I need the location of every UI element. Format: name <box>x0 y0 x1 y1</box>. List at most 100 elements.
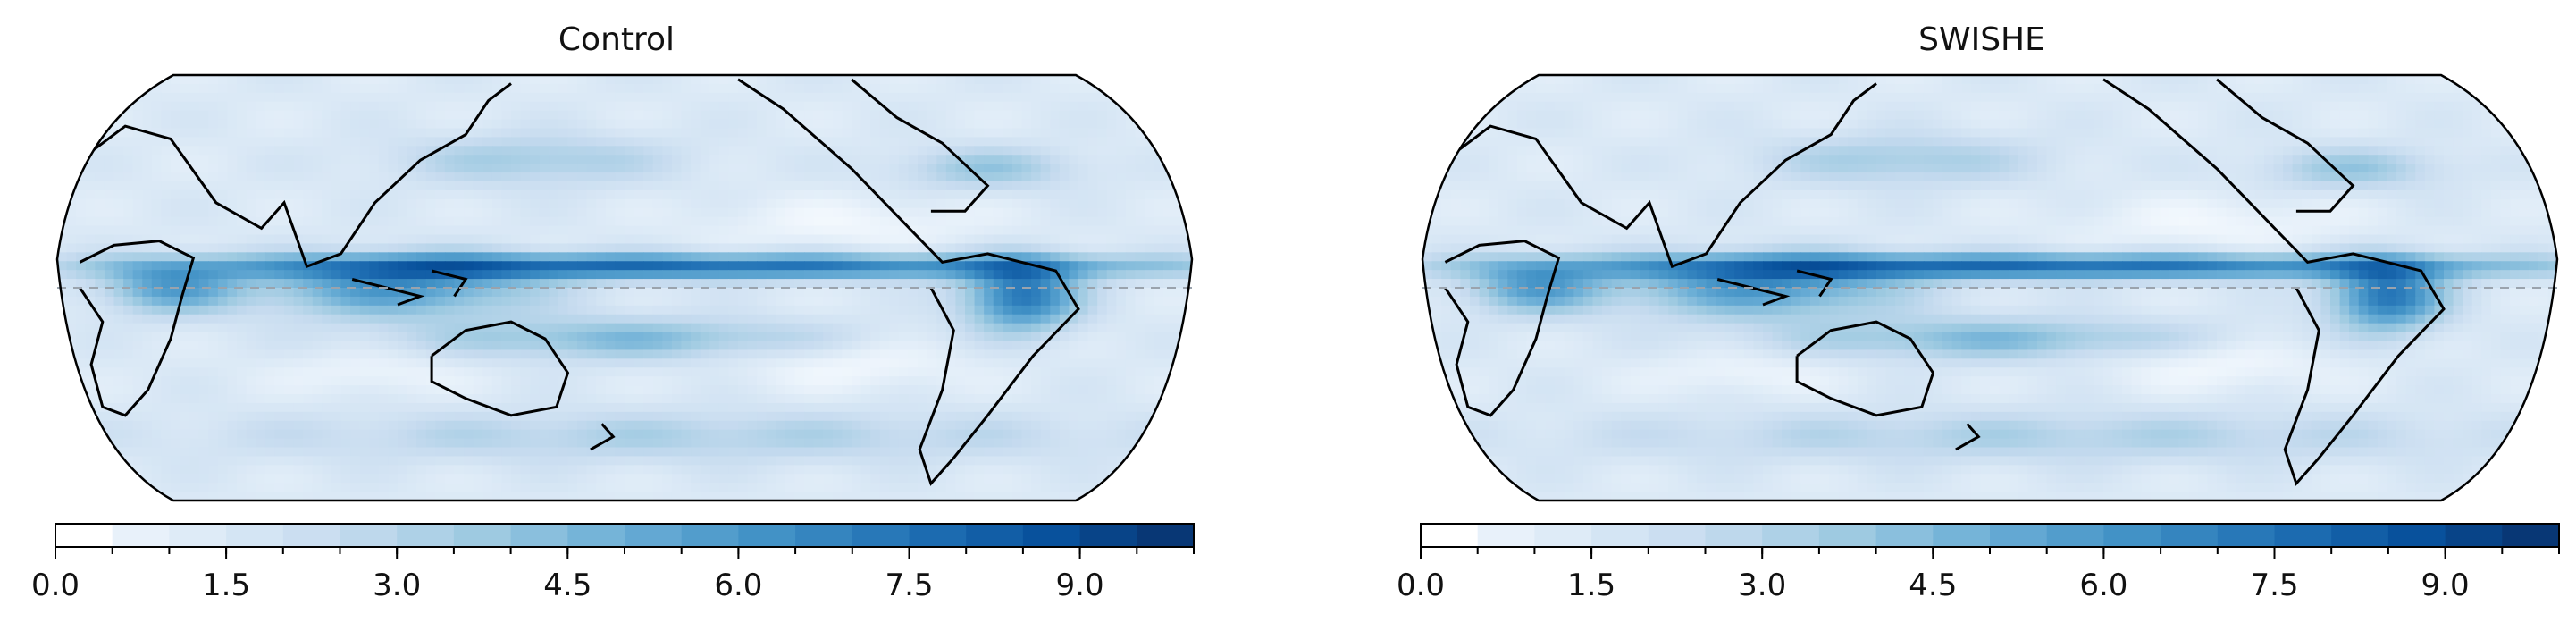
heatmap-cell <box>586 119 597 130</box>
heatmap-cell <box>1031 332 1042 342</box>
heatmap-cell <box>520 296 531 307</box>
heatmap-cell <box>852 376 862 386</box>
heatmap-cell <box>1116 314 1127 324</box>
heatmap-cell <box>918 172 928 182</box>
heatmap-cell <box>993 128 1003 139</box>
heatmap-cell <box>974 181 985 191</box>
heatmap-cell <box>312 155 323 164</box>
heatmap-cell <box>237 119 248 130</box>
heatmap-cell <box>1040 75 1051 85</box>
heatmap-cell <box>113 128 124 139</box>
heatmap-cell <box>1097 216 1108 227</box>
heatmap-cell <box>567 367 578 377</box>
heatmap-cell <box>1154 358 1164 368</box>
heatmap-cell <box>984 189 994 200</box>
heatmap-cell <box>1021 349 1032 359</box>
heatmap-cell <box>539 146 550 156</box>
heatmap-cell <box>171 394 181 404</box>
heatmap-cell <box>889 137 900 147</box>
heatmap-cell <box>464 411 474 422</box>
heatmap-cell <box>879 189 890 200</box>
heatmap-cell <box>757 261 768 271</box>
heatmap-cell <box>416 137 427 147</box>
heatmap-cell <box>757 92 768 103</box>
heatmap-cell <box>918 314 928 324</box>
heatmap-cell <box>539 189 550 200</box>
heatmap-cell <box>662 288 673 298</box>
heatmap-cell <box>586 261 597 271</box>
heatmap-cell <box>870 296 881 307</box>
heatmap-cell <box>501 438 512 449</box>
heatmap-cell <box>113 92 124 103</box>
heatmap-cell <box>662 279 673 289</box>
heatmap-cell <box>728 394 739 404</box>
heatmap-cell <box>113 172 124 182</box>
heatmap-cell <box>66 119 77 130</box>
heatmap-cell <box>398 402 408 413</box>
heatmap-cell <box>728 279 739 289</box>
heatmap-cell <box>965 341 976 351</box>
heatmap-cell <box>681 137 692 147</box>
heatmap-cell <box>832 394 843 404</box>
heatmap-cell <box>577 252 588 262</box>
heatmap-cell <box>1011 225 1023 236</box>
heatmap-cell <box>123 349 134 359</box>
heatmap-cell <box>1145 261 1155 271</box>
heatmap-cell <box>369 323 380 333</box>
heatmap-cell <box>918 296 928 307</box>
heatmap-cell <box>794 198 805 209</box>
heatmap-cell <box>539 385 550 395</box>
heatmap-cell <box>577 128 588 139</box>
heatmap-cell <box>1154 225 1164 236</box>
heatmap-cell <box>1172 198 1184 209</box>
heatmap-cell <box>331 119 342 130</box>
heatmap-cell <box>1097 137 1108 147</box>
heatmap-cell <box>1145 189 1155 200</box>
heatmap-cell <box>936 367 947 377</box>
heatmap-cell <box>1125 367 1137 377</box>
heatmap-cell <box>511 367 522 377</box>
heatmap-cell <box>681 75 692 85</box>
heatmap-cell <box>567 279 578 289</box>
heatmap-cell <box>1069 270 1079 280</box>
heatmap-cell <box>842 83 852 94</box>
heatmap-cell <box>407 137 417 147</box>
heatmap-cell <box>284 216 295 227</box>
heatmap-cell <box>936 119 947 130</box>
heatmap-cell <box>1003 216 1013 227</box>
heatmap-cell <box>511 438 522 449</box>
heatmap-cell <box>340 394 351 404</box>
heatmap-cell <box>1050 402 1061 413</box>
heatmap-cell <box>643 83 654 94</box>
heatmap-cell <box>776 367 786 377</box>
heatmap-cell <box>625 137 635 147</box>
heatmap-cell <box>738 420 749 431</box>
heatmap-cell <box>1021 270 1032 280</box>
heatmap-cell <box>577 243 588 253</box>
heatmap-cell <box>511 411 522 422</box>
heatmap-cell <box>558 358 569 368</box>
heatmap-cell <box>161 314 172 324</box>
heatmap-cell <box>359 216 370 227</box>
heatmap-cell <box>369 438 380 449</box>
heatmap-cell <box>407 305 417 316</box>
heatmap-cell <box>284 332 295 342</box>
heatmap-cell <box>567 137 578 147</box>
heatmap-cell <box>549 279 559 289</box>
heatmap-cell <box>1040 358 1051 368</box>
heatmap-cell <box>66 110 77 121</box>
heatmap-cell <box>634 420 644 431</box>
heatmap-cell <box>85 296 96 307</box>
heatmap-cell <box>95 189 105 200</box>
heatmap-cell <box>605 198 617 209</box>
heatmap-cell <box>217 225 229 236</box>
heatmap-cell <box>511 402 522 413</box>
heatmap-cell <box>757 314 768 324</box>
heatmap-cell <box>113 429 124 440</box>
heatmap-cell <box>993 394 1003 404</box>
heatmap-cell <box>927 198 937 209</box>
heatmap-cell <box>1021 83 1032 94</box>
heatmap-cell <box>794 110 805 121</box>
heatmap-cell <box>520 146 531 156</box>
heatmap-cell <box>180 75 190 85</box>
